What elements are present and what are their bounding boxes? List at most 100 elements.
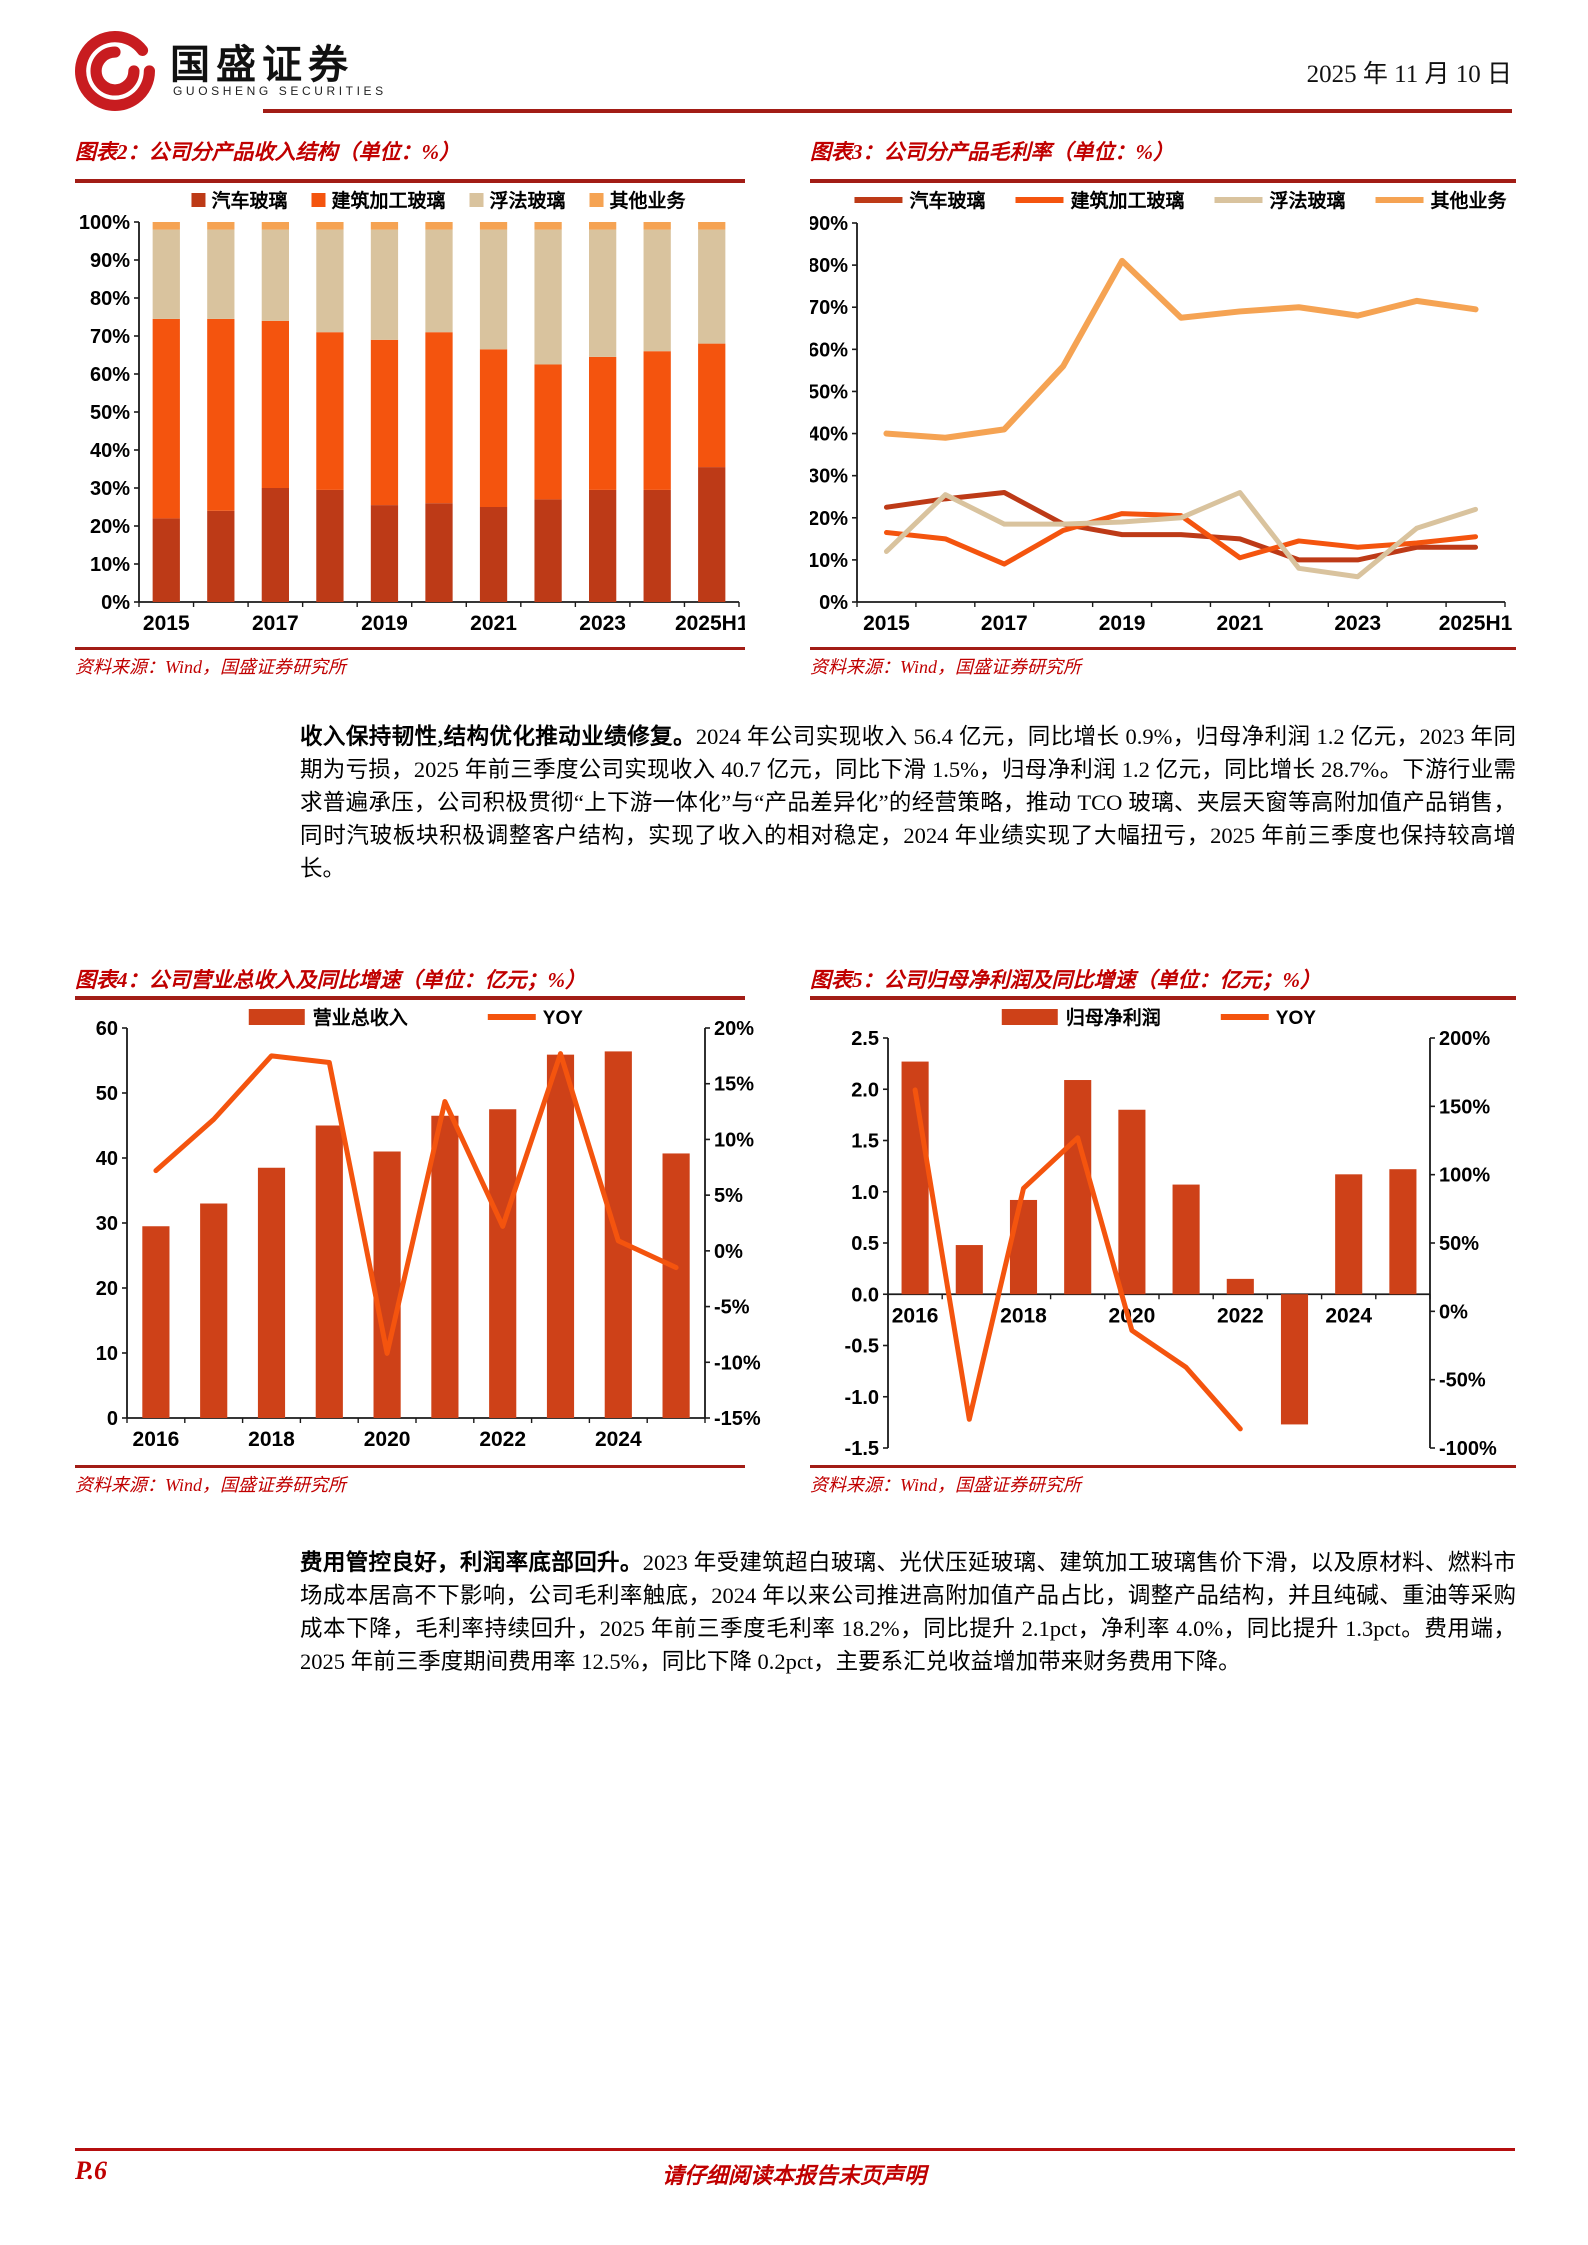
svg-text:80%: 80% [90, 288, 130, 310]
svg-text:汽车玻璃: 汽车玻璃 [211, 189, 287, 212]
svg-text:100%: 100% [79, 212, 130, 234]
svg-text:2020: 2020 [1109, 1304, 1156, 1327]
figure2-source-divider [75, 647, 745, 650]
svg-text:汽车玻璃: 汽车玻璃 [909, 189, 985, 212]
svg-text:70%: 70% [810, 297, 848, 319]
total-revenue-yoy-chart: 0 10 20 30 40 50 60 -15% -10% -5% 0% 5% 10% 15% 20% 201… [75, 1002, 775, 1465]
svg-text:50%: 50% [1439, 1233, 1479, 1255]
svg-text:40%: 40% [810, 424, 848, 446]
svg-text:浮法玻璃: 浮法玻璃 [1270, 189, 1346, 212]
page-number: P.6 [75, 2156, 108, 2185]
figure3-caption: 图表3：公司分产品毛利率（单位：%） [810, 140, 1174, 164]
svg-text:建筑加工玻璃: 建筑加工玻璃 [331, 189, 445, 212]
paragraph-body: 2023 年受建筑超白玻璃、光伏压延玻璃、建筑加工玻璃售价下滑，以及原材料、燃料… [300, 1550, 1516, 1674]
svg-text:30: 30 [96, 1213, 118, 1235]
svg-text:YOY: YOY [1276, 1008, 1316, 1029]
figure3-source: 资料来源：Wind，国盛证券研究所 [810, 657, 1082, 677]
svg-text:0%: 0% [714, 1241, 743, 1263]
svg-text:30%: 30% [90, 478, 130, 500]
svg-text:0%: 0% [101, 592, 130, 614]
gross-margin-line-chart: 0% 10% 20% 30% 40% 50% 60% 70% 80% 90% 2015 2017 201… [810, 186, 1516, 640]
svg-text:60%: 60% [810, 339, 848, 361]
footer-disclaimer: 请仔细阅读本报告末页声明 [661, 2163, 926, 2188]
svg-text:营业总收入: 营业总收入 [313, 1006, 408, 1029]
svg-text:-0.5: -0.5 [845, 1336, 879, 1358]
svg-text:10%: 10% [90, 554, 130, 576]
paragraph-lead: 收入保持韧性,结构优化推动业绩修复。 [300, 724, 696, 749]
svg-text:2024: 2024 [595, 1428, 642, 1451]
svg-text:90%: 90% [90, 250, 130, 272]
body-paragraph-revenue: 收入保持韧性,结构优化推动业绩修复。2024 年公司实现收入 56.4 亿元，同… [300, 720, 1516, 885]
svg-text:2024: 2024 [1325, 1304, 1372, 1327]
svg-text:20: 20 [96, 1278, 118, 1300]
svg-text:2021: 2021 [1217, 612, 1264, 635]
svg-text:10%: 10% [810, 550, 848, 572]
report-date: 2025 年 11 月 10 日 [1306, 61, 1512, 88]
svg-text:2.5: 2.5 [851, 1028, 879, 1050]
header-rule [263, 109, 1512, 113]
svg-text:50: 50 [96, 1083, 118, 1105]
net-profit-yoy-chart: -1.5 -1.0 -0.5 0.0 0.5 1.0 1.5 2.0 2.5 -100% -50% 0… [810, 1002, 1516, 1465]
svg-text:2017: 2017 [981, 612, 1028, 635]
brand-subtitle: GUOSHENG SECURITIES [173, 84, 387, 98]
svg-text:2023: 2023 [579, 612, 626, 635]
svg-text:0%: 0% [1439, 1301, 1468, 1323]
svg-text:60%: 60% [90, 364, 130, 386]
svg-text:2016: 2016 [892, 1304, 939, 1327]
figure2-divider [75, 179, 745, 183]
svg-text:2021: 2021 [470, 612, 517, 635]
svg-text:2017: 2017 [252, 612, 299, 635]
svg-text:70%: 70% [90, 326, 130, 348]
svg-text:50%: 50% [90, 402, 130, 424]
svg-text:20%: 20% [810, 508, 848, 530]
svg-text:其他业务: 其他业务 [1431, 189, 1508, 212]
svg-text:-1.5: -1.5 [845, 1438, 879, 1460]
svg-text:建筑加工玻璃: 建筑加工玻璃 [1070, 189, 1184, 212]
svg-text:-100%: -100% [1439, 1438, 1497, 1460]
svg-text:20%: 20% [714, 1018, 754, 1040]
paragraph-lead: 费用管控良好，利润率底部回升。 [300, 1550, 643, 1575]
svg-text:2019: 2019 [1099, 612, 1146, 635]
svg-text:40%: 40% [90, 440, 130, 462]
svg-text:30%: 30% [810, 466, 848, 488]
svg-text:150%: 150% [1439, 1096, 1490, 1118]
svg-text:2025H1: 2025H1 [1439, 612, 1513, 635]
svg-text:5%: 5% [714, 1185, 743, 1207]
svg-text:2025H1: 2025H1 [675, 612, 745, 635]
figure5-source: 资料来源：Wind，国盛证券研究所 [810, 1475, 1082, 1495]
svg-text:15%: 15% [714, 1074, 754, 1096]
svg-text:0.5: 0.5 [851, 1233, 879, 1255]
svg-text:归母净利润: 归母净利润 [1066, 1006, 1161, 1029]
figure3-divider [810, 179, 1516, 183]
svg-text:50%: 50% [810, 381, 848, 403]
footer-divider [75, 2148, 1515, 2151]
svg-text:0%: 0% [819, 592, 848, 614]
svg-text:-5%: -5% [714, 1297, 750, 1319]
svg-text:-15%: -15% [714, 1408, 761, 1430]
svg-text:2020: 2020 [364, 1428, 411, 1451]
svg-text:2018: 2018 [1000, 1304, 1047, 1327]
figure3-source-divider [810, 647, 1516, 650]
guosheng-logo-icon [72, 28, 158, 114]
svg-text:2022: 2022 [479, 1428, 526, 1451]
svg-text:其他业务: 其他业务 [610, 189, 687, 212]
figure5-divider [810, 996, 1516, 1000]
svg-text:80%: 80% [810, 255, 848, 277]
figure5-caption: 图表5：公司归母净利润及同比增速（单位：亿元；%） [810, 968, 1321, 992]
figure4-source-divider [75, 1465, 745, 1468]
svg-text:0: 0 [107, 1408, 118, 1430]
svg-text:1.0: 1.0 [851, 1182, 879, 1204]
svg-text:2022: 2022 [1217, 1304, 1264, 1327]
svg-text:10: 10 [96, 1343, 118, 1365]
svg-text:200%: 200% [1439, 1028, 1490, 1050]
svg-text:-1.0: -1.0 [845, 1387, 879, 1409]
svg-text:1.5: 1.5 [851, 1131, 879, 1153]
svg-text:2019: 2019 [361, 612, 408, 635]
svg-text:20%: 20% [90, 516, 130, 538]
figure5-source-divider [810, 1465, 1516, 1468]
svg-text:2015: 2015 [143, 612, 190, 635]
svg-text:YOY: YOY [543, 1008, 583, 1029]
figure4-caption: 图表4：公司营业总收入及同比增速（单位：亿元；%） [75, 968, 586, 992]
svg-text:2015: 2015 [863, 612, 910, 635]
